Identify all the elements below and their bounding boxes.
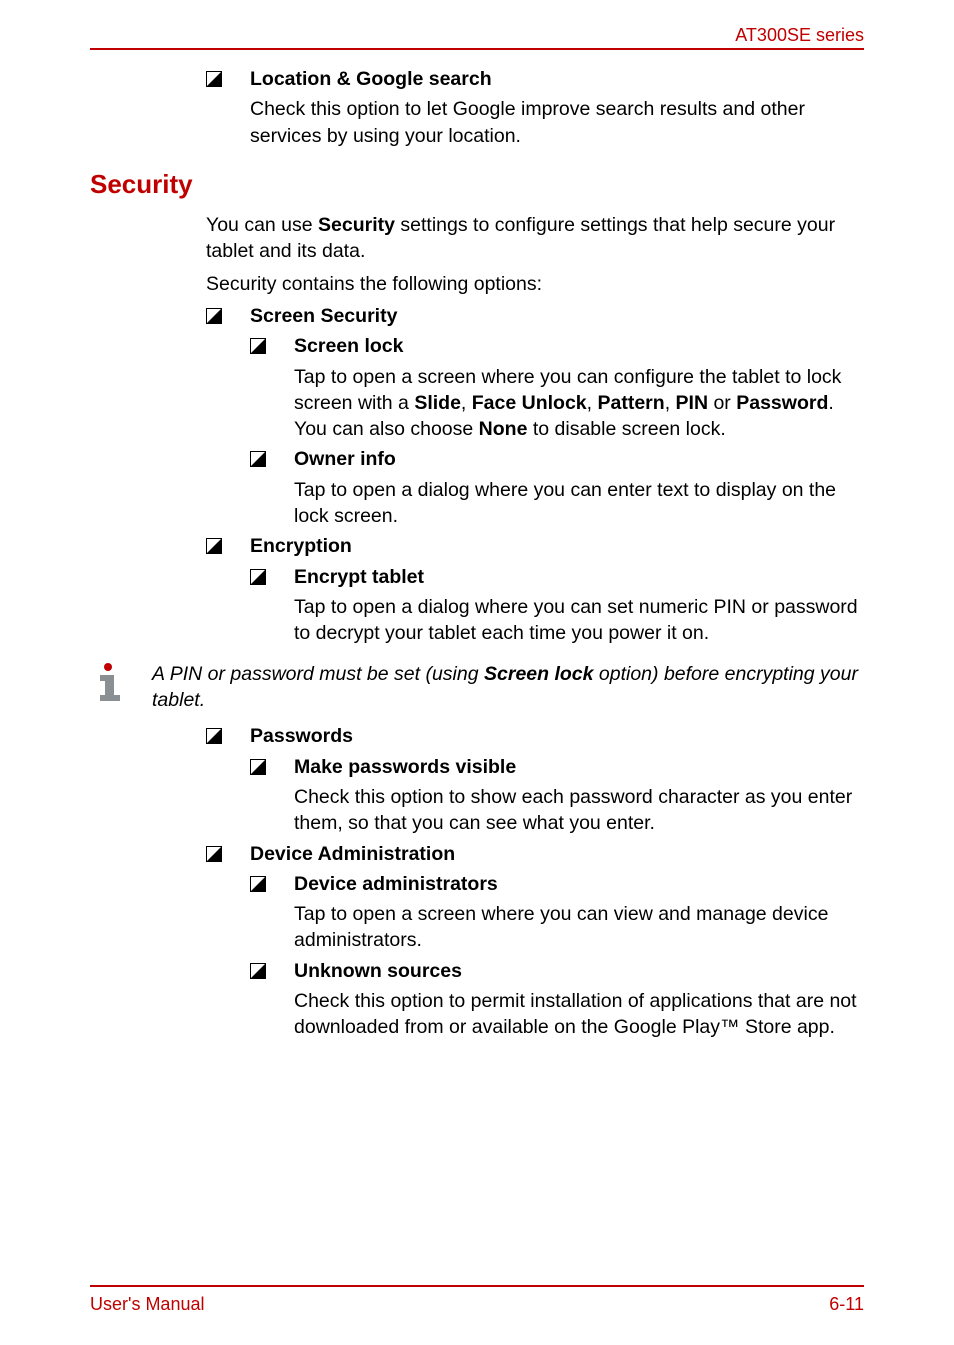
text: A PIN or password must be set (using [152, 663, 484, 685]
item-desc: Tap to open a screen where you can view … [294, 901, 864, 954]
square-bullet-icon [250, 759, 266, 775]
list-item-encrypt-tablet: Encrypt tablet Tap to open a dialog wher… [250, 564, 864, 647]
square-bullet-icon [250, 569, 266, 585]
item-desc: Check this option to let Google improve … [250, 96, 864, 149]
square-bullet-icon [206, 728, 222, 744]
note-text: A PIN or password must be set (using Scr… [152, 661, 864, 714]
security-intro-2: Security contains the following options: [206, 271, 864, 297]
text-bold: Pattern [598, 392, 665, 414]
item-title: Unknown sources [294, 960, 462, 982]
header-rule [90, 48, 864, 50]
list-item-unknown-sources: Unknown sources Check this option to per… [250, 958, 864, 1041]
list-item-passwords: Passwords Make passwords visible Check t… [206, 723, 864, 836]
item-desc: Tap to open a dialog where you can set n… [294, 594, 864, 647]
square-bullet-icon [206, 71, 222, 87]
item-title: Device administrators [294, 873, 498, 895]
text-bold: Slide [414, 392, 461, 414]
square-bullet-icon [250, 876, 266, 892]
list-item-administrators: Device administrators Tap to open a scre… [250, 871, 864, 954]
item-title: Encrypt tablet [294, 566, 424, 588]
square-bullet-icon [206, 846, 222, 862]
item-desc: Check this option to permit installation… [294, 988, 864, 1041]
list-item-make-visible: Make passwords visible Check this option… [250, 754, 864, 837]
item-title: Make passwords visible [294, 756, 516, 778]
security-intro-1: You can use Security settings to configu… [206, 212, 864, 265]
square-bullet-icon [206, 308, 222, 324]
top-section: Location & Google search Check this opti… [206, 66, 864, 149]
text-bold: Face Unlock [472, 392, 587, 414]
security-heading: Security [90, 169, 864, 200]
encryption-sublist: Encrypt tablet Tap to open a dialog wher… [250, 564, 864, 647]
device-admin-sublist: Device administrators Tap to open a scre… [250, 871, 864, 1041]
group-title: Device Administration [250, 843, 455, 865]
group-title: Encryption [250, 535, 352, 557]
item-title: Owner info [294, 448, 396, 470]
security-body-continued: Passwords Make passwords visible Check t… [206, 723, 864, 1040]
footer-rule [90, 1285, 864, 1287]
footer-left: User's Manual [90, 1294, 204, 1315]
square-bullet-icon [250, 451, 266, 467]
list-item-location-google: Location & Google search Check this opti… [206, 66, 864, 149]
text-bold: None [479, 418, 528, 440]
text-bold: Screen lock [484, 663, 593, 685]
item-desc: Check this option to show each password … [294, 784, 864, 837]
square-bullet-icon [250, 963, 266, 979]
text: , [587, 392, 598, 414]
top-bullet-list: Location & Google search Check this opti… [206, 66, 864, 149]
header-product: AT300SE series [735, 25, 864, 46]
list-item-screen-security: Screen Security Screen lock Tap to open … [206, 303, 864, 530]
text: , [665, 392, 676, 414]
text: , [461, 392, 472, 414]
page: AT300SE series Location & Google search … [0, 0, 954, 1345]
text: You can use [206, 214, 318, 236]
passwords-sublist: Make passwords visible Check this option… [250, 754, 864, 837]
security-body: You can use Security settings to configu… [206, 212, 864, 647]
text-bold: PIN [676, 392, 709, 414]
text-bold: Password [736, 392, 828, 414]
list-item-screen-lock: Screen lock Tap to open a screen where y… [250, 333, 864, 442]
item-desc: Tap to open a screen where you can confi… [294, 364, 864, 443]
info-icon [90, 661, 134, 705]
square-bullet-icon [206, 538, 222, 554]
text: to disable screen lock. [527, 418, 725, 440]
security-list: Screen Security Screen lock Tap to open … [206, 303, 864, 647]
list-item-owner-info: Owner info Tap to open a dialog where yo… [250, 446, 864, 529]
content: Location & Google search Check this opti… [90, 62, 864, 1045]
item-title: Location & Google search [250, 68, 492, 90]
screen-security-sublist: Screen lock Tap to open a screen where y… [250, 333, 864, 529]
footer-right: 6-11 [829, 1294, 864, 1315]
item-title: Screen lock [294, 335, 403, 357]
group-title: Passwords [250, 725, 353, 747]
item-desc: Tap to open a dialog where you can enter… [294, 477, 864, 530]
text: or [708, 392, 736, 414]
note-row: A PIN or password must be set (using Scr… [90, 661, 864, 714]
square-bullet-icon [250, 338, 266, 354]
group-title: Screen Security [250, 305, 397, 327]
list-item-encryption: Encryption Encrypt tablet Tap to open a … [206, 533, 864, 646]
list-item-device-admin: Device Administration Device administrat… [206, 841, 864, 1041]
text-bold: Security [318, 214, 395, 236]
security-list-cont: Passwords Make passwords visible Check t… [206, 723, 864, 1040]
